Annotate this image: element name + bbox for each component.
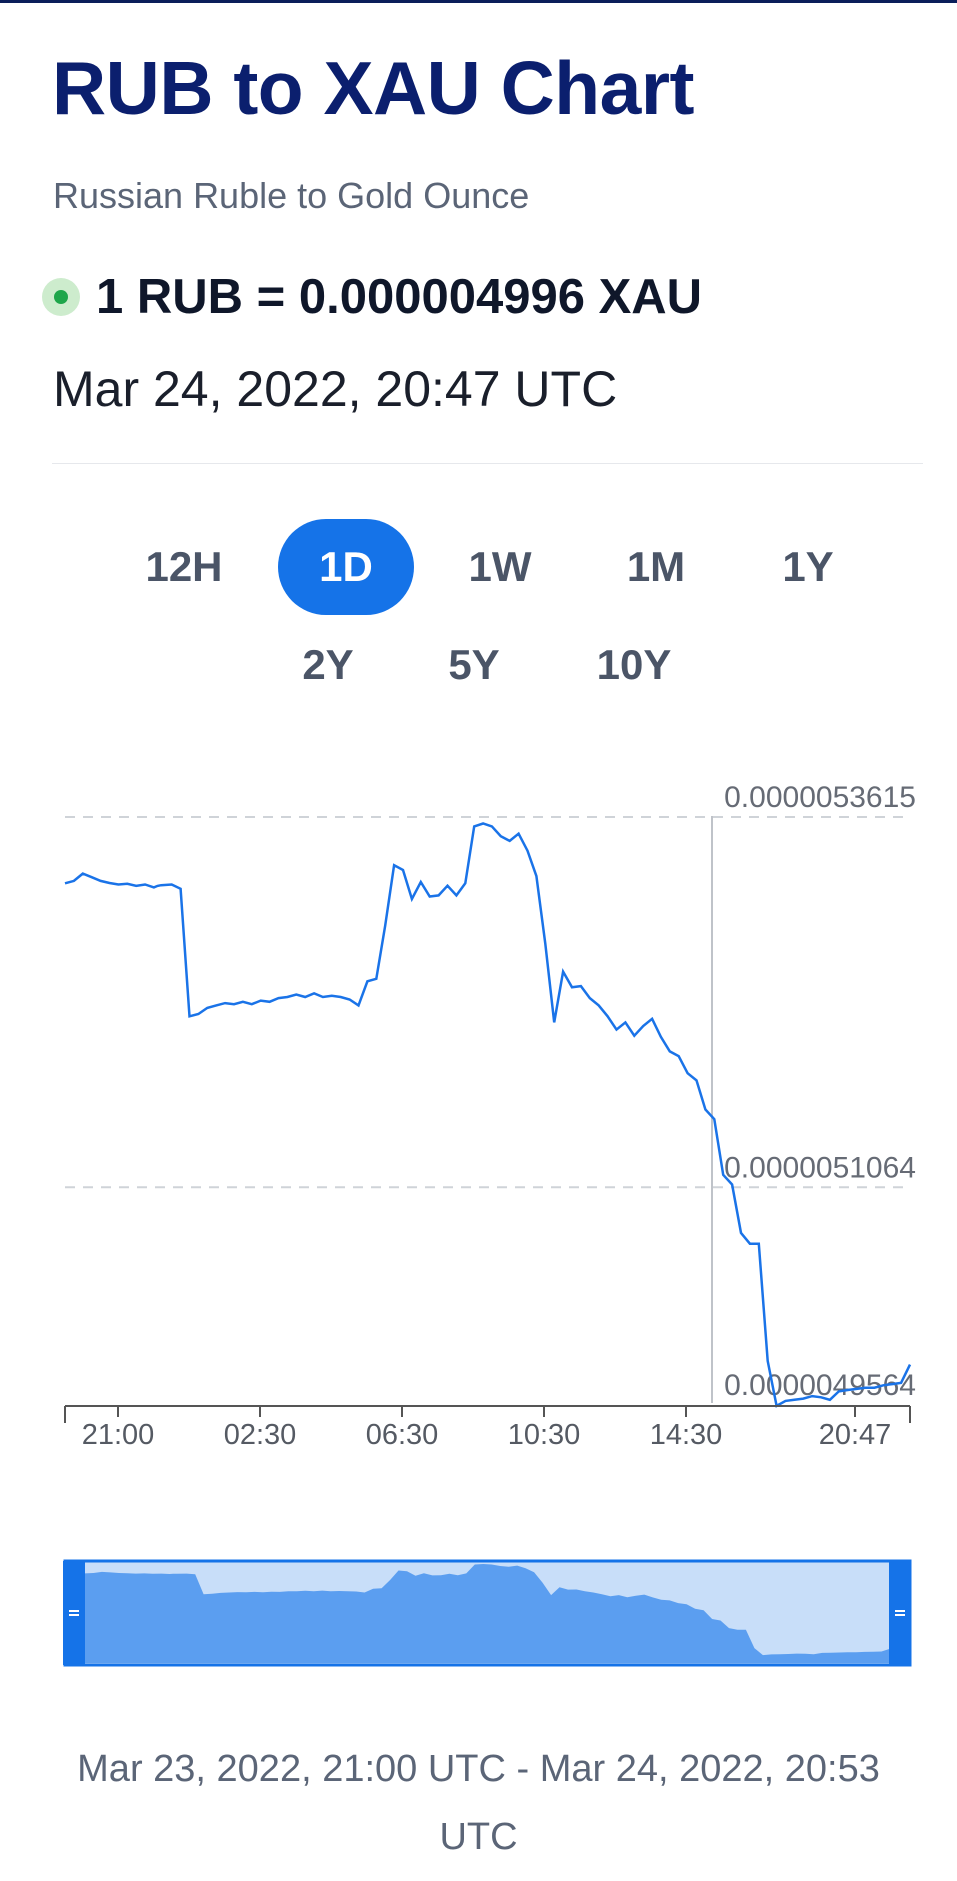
navigator-handle-left[interactable] [63, 1561, 85, 1665]
range-button-12h[interactable]: 12H [145, 543, 223, 590]
range-button-1y[interactable]: 1Y [782, 543, 834, 590]
range-button-5y[interactable]: 5Y [448, 641, 500, 688]
range-button-10y[interactable]: 10Y [596, 641, 672, 688]
range-button-1w[interactable]: 1W [468, 543, 532, 590]
x-tick-label: 02:30 [224, 1419, 297, 1451]
x-axis: 21:00 02:30 06:30 10:30 14:30 20:47 [64, 1405, 911, 1451]
selected-date-range: Mar 23, 2022, 21:00 UTC - Mar 24, 2022, … [77, 1748, 880, 1858]
exchange-rate: 1 RUB = 0.000004996 XAU [96, 270, 703, 324]
green-dot-icon [42, 278, 80, 316]
x-tick-label: 14:30 [650, 1419, 723, 1451]
x-tick-label: 21:00 [82, 1419, 155, 1451]
grip-handle-icon [69, 1610, 79, 1616]
divider [52, 463, 923, 464]
range-button-2y[interactable]: 2Y [302, 641, 354, 688]
navigator-area [85, 1564, 890, 1663]
price-line-series [64, 822, 912, 1408]
page-subtitle: Russian Ruble to Gold Ounce [53, 175, 530, 216]
page-title: RUB to XAU Chart [52, 46, 695, 130]
range-button-1m[interactable]: 1M [626, 543, 686, 590]
grip-handle-icon [895, 1610, 905, 1616]
x-tick-label: 10:30 [508, 1419, 581, 1451]
range-button-1d[interactable]: 1D [278, 519, 414, 615]
navigator[interactable] [63, 1559, 912, 1667]
y-tick-label: 0.0000051064 [724, 1151, 916, 1184]
x-tick-label: 20:47 [819, 1419, 892, 1451]
rate-row: 1 RUB = 0.000004996 XAU [42, 269, 702, 325]
x-tick-label: 06:30 [366, 1419, 439, 1451]
rate-timestamp: Mar 24, 2022, 20:47 UTC [53, 361, 618, 417]
navigator-handle-right[interactable] [889, 1561, 911, 1665]
gridlines [65, 816, 910, 1189]
y-tick-label: 0.0000053615 [724, 781, 916, 814]
